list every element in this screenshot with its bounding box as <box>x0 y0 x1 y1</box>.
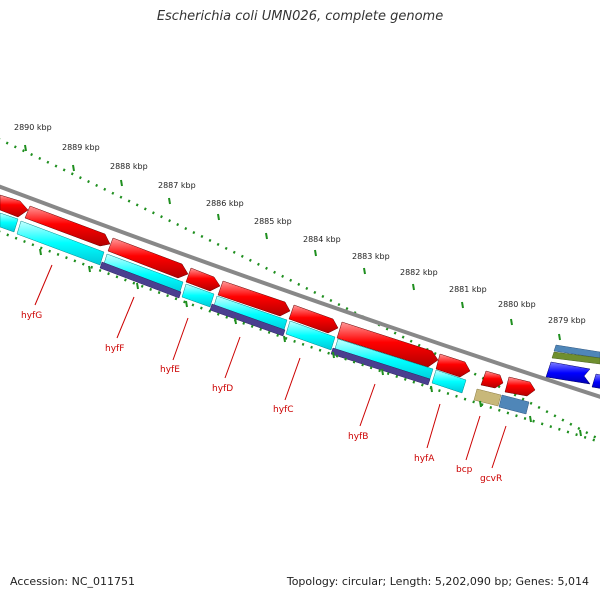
accession-label: Accession: NC_011751 <box>10 575 136 588</box>
cog-bar <box>473 388 502 407</box>
ruler-label: 2885 kbp <box>254 217 292 226</box>
cog-bar <box>553 344 600 359</box>
backbone-arc <box>0 184 600 399</box>
ruler-label: 2884 kbp <box>303 235 341 244</box>
cds-arrow <box>0 194 29 218</box>
gene-labels: hyfG hyfF hyfE hyfD hyfC hyfB hyfA bcp g… <box>21 311 502 484</box>
gene-bar <box>431 369 467 394</box>
cds-arrow <box>591 373 600 389</box>
cog-bar <box>498 394 530 415</box>
ruler-label: 2882 kbp <box>400 268 438 277</box>
ruler-label: 2890 kbp <box>14 123 52 132</box>
cog-bar <box>209 303 286 337</box>
ruler-labels: 2890 kbp 2889 kbp 2888 kbp 2887 kbp 2886… <box>14 123 586 325</box>
reverse-cds-track <box>545 361 600 389</box>
cds-arrow <box>217 280 291 317</box>
ruler-label: 2881 kbp <box>449 285 487 294</box>
ruler-label: 2883 kbp <box>352 252 390 261</box>
cds-arrow <box>288 304 339 334</box>
gene-label: hyfB <box>348 432 368 442</box>
cds-arrow <box>480 370 504 389</box>
gene-label: gcvR <box>480 474 502 484</box>
gene-label: hyfA <box>414 454 435 464</box>
gene-bar <box>285 320 336 351</box>
cog-bar <box>330 347 431 386</box>
gene-label: hyfD <box>212 384 233 394</box>
gene-track <box>0 212 467 394</box>
ruler-label: 2880 kbp <box>498 300 536 309</box>
ruler-label: 2887 kbp <box>158 181 196 190</box>
ruler-label: 2889 kbp <box>62 143 100 152</box>
gene-bar <box>181 283 215 308</box>
ruler-ticks <box>24 144 561 341</box>
cog-bar <box>99 261 182 299</box>
cds-arrow <box>107 237 189 279</box>
gene-label: hyfC <box>273 405 293 415</box>
gene-label: hyfE <box>160 365 180 375</box>
cog-track <box>99 261 600 415</box>
forward-cds-track <box>0 194 536 397</box>
map-title: Escherichia coli UMN026, complete genome <box>156 9 444 24</box>
gene-label: hyfF <box>105 344 124 354</box>
gene-bar <box>16 220 105 266</box>
genome-summary: Topology: circular; Length: 5,202,090 bp… <box>286 575 589 588</box>
cds-arrow <box>545 361 591 385</box>
cog-bar <box>551 351 600 365</box>
gene-bar <box>0 212 19 233</box>
gene-label: bcp <box>456 465 473 475</box>
cds-arrow <box>435 353 471 378</box>
ruler-label: 2886 kbp <box>206 199 244 208</box>
cds-arrow <box>24 205 111 247</box>
inner-ticks <box>39 248 582 437</box>
cds-arrow <box>336 321 439 368</box>
cds-arrow <box>185 267 221 292</box>
label-leaders <box>34 264 507 469</box>
ruler-label: 2888 kbp <box>110 162 148 171</box>
ruler-label: 2879 kbp <box>548 316 586 325</box>
cds-arrow <box>504 376 536 397</box>
gene-label: hyfG <box>21 311 42 321</box>
